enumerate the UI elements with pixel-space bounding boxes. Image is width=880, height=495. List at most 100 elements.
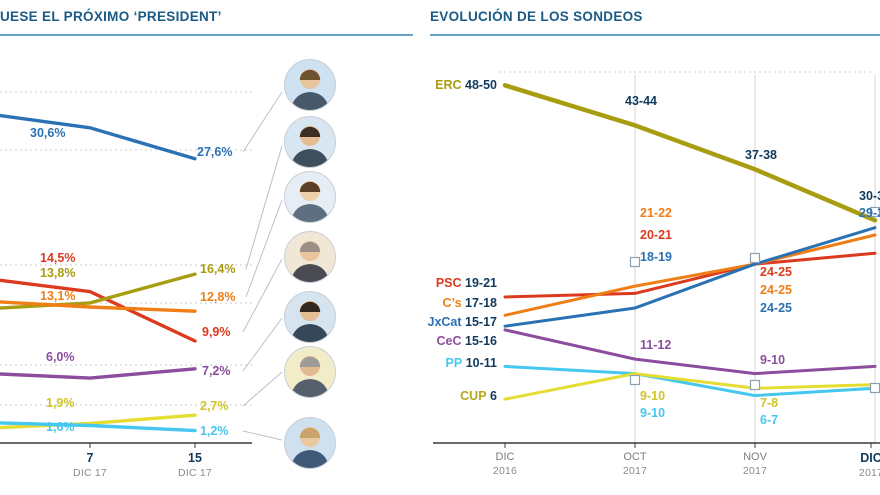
value-label: 2,7%: [200, 398, 229, 413]
value-label: 7,2%: [202, 363, 231, 378]
x-axis-label-line1: 15: [188, 451, 202, 465]
left-chart-title: UESE EL PRÓXIMO ‘PRESIDENT’: [0, 9, 222, 24]
value-label: 6,0%: [46, 349, 75, 364]
party-name: PSC: [435, 275, 462, 290]
x-axis-label: 15 DIC 17: [178, 451, 212, 480]
x-axis-label: OCT 2017: [623, 451, 647, 478]
person-photo-icon: [284, 346, 336, 398]
value-label: 30,6%: [30, 125, 66, 140]
title-underline: [430, 34, 880, 36]
person-photo-icon: [284, 291, 336, 343]
person-photo-icon: [284, 231, 336, 283]
avatar-connector-line: [242, 258, 283, 333]
x-axis-label-line1: DIC: [860, 451, 880, 465]
party-name: JxCat: [427, 314, 462, 329]
series-line-yellow: [0, 413, 197, 430]
party-label-CUP: CUP 6: [460, 390, 497, 403]
left-chart-panel: UESE EL PRÓXIMO ‘PRESIDENT’ 30,6% 27,6% 14…: [0, 0, 420, 495]
series-line-cyan: [0, 421, 197, 433]
value-label: 13,1%: [40, 288, 76, 303]
value-label: 1,2%: [200, 423, 229, 438]
avatar-connector-line: [245, 199, 283, 298]
point-marker: [749, 252, 761, 264]
value-label: 12,8%: [200, 289, 236, 304]
x-axis-label-line1: DIC: [495, 451, 515, 463]
party-seat-range: 15-16: [461, 333, 497, 348]
series-line-PSC: [503, 251, 877, 299]
value-label: 21-22: [640, 205, 672, 220]
party-label-JxCat: JxCat 15-17: [428, 316, 498, 329]
avatar-hair: [299, 69, 321, 80]
value-label: 30-31: [859, 188, 880, 203]
avatar-connector-line: [242, 91, 283, 153]
left-chart-svg: [0, 91, 283, 448]
avatar-connector-line: [245, 145, 283, 270]
series-line-olive: [0, 272, 197, 310]
value-label: 27,6%: [197, 144, 233, 159]
politician-avatar-1: [283, 58, 337, 112]
party-label-ERC: ERC 48-50: [435, 79, 497, 92]
point-marker: [869, 382, 880, 394]
series-line-JxCat: [503, 226, 877, 328]
party-seat-range: 19-21: [461, 275, 497, 290]
value-label: 20-21: [640, 227, 672, 242]
x-axis-label: DIC2017: [859, 451, 880, 480]
value-label: 24-25: [760, 264, 792, 279]
x-axis-label-line2: 2017: [622, 464, 648, 477]
party-label-PP: PP 10-11: [446, 357, 497, 370]
party-seat-range: 6: [486, 388, 497, 403]
politician-avatar-4: [283, 230, 337, 284]
value-label: 11-12: [640, 337, 672, 352]
avatar-hair: [299, 241, 321, 252]
person-photo-icon: [284, 116, 336, 168]
x-axis-label: NOV 2017: [743, 451, 767, 478]
party-label-PSC: PSC 19-21: [436, 277, 497, 290]
right-chart-title: EVOLUCIÓN DE LOS SONDEOS: [430, 9, 643, 24]
point-marker: [629, 374, 641, 386]
politician-avatar-5: [283, 290, 337, 344]
value-label: 24-25: [760, 282, 792, 297]
series-line-orange: [0, 300, 197, 313]
value-label: 7-8: [760, 395, 779, 410]
person-photo-icon: [284, 171, 336, 223]
value-label: 18-19: [640, 249, 672, 264]
avatar-connector-line: [242, 317, 283, 372]
party-seat-range: 48-50: [461, 77, 497, 92]
title-underline: [0, 34, 413, 36]
x-axis-label-line2: 2016: [492, 464, 518, 477]
politician-avatar-6: [283, 345, 337, 399]
party-name: CUP: [460, 388, 487, 403]
right-chart-svg: [433, 71, 880, 448]
value-label: 1,9%: [46, 395, 75, 410]
series-line-CeC: [503, 328, 877, 376]
value-label: 24-25: [760, 300, 792, 315]
value-label: 29-30: [859, 205, 880, 220]
avatar-hair: [299, 126, 321, 137]
value-label: 9-10: [640, 388, 666, 403]
politician-avatar-7: [283, 416, 337, 470]
x-axis-label-line2: 2017: [742, 464, 768, 477]
series-line-blue: [0, 113, 197, 161]
value-label: 6-7: [760, 412, 779, 427]
series-line-Cs: [503, 233, 877, 317]
party-name: PP: [445, 355, 463, 370]
value-label: 37-38: [745, 147, 777, 162]
value-label: 43-44: [625, 93, 657, 108]
party-seat-range: 17-18: [461, 295, 497, 310]
avatar-hair: [299, 301, 321, 312]
value-label: 13,8%: [40, 265, 76, 280]
value-label: 9-10: [640, 405, 666, 420]
point-marker: [749, 379, 761, 391]
value-label: 9-10: [760, 352, 786, 367]
avatar-connector-line: [242, 371, 283, 407]
x-axis-label-line2: DIC 17: [73, 466, 107, 479]
avatar-hair: [299, 427, 321, 438]
person-photo-icon: [284, 59, 336, 111]
series-line-ERC: [502, 83, 878, 223]
x-axis-label: DIC 2016: [493, 451, 517, 478]
avatar-connector-line: [242, 430, 283, 441]
party-label-Cs: C’s 17-18: [443, 297, 497, 310]
series-line-red: [0, 278, 197, 343]
x-axis-label-line1: OCT: [623, 451, 647, 463]
party-seat-range: 15-17: [461, 314, 497, 329]
